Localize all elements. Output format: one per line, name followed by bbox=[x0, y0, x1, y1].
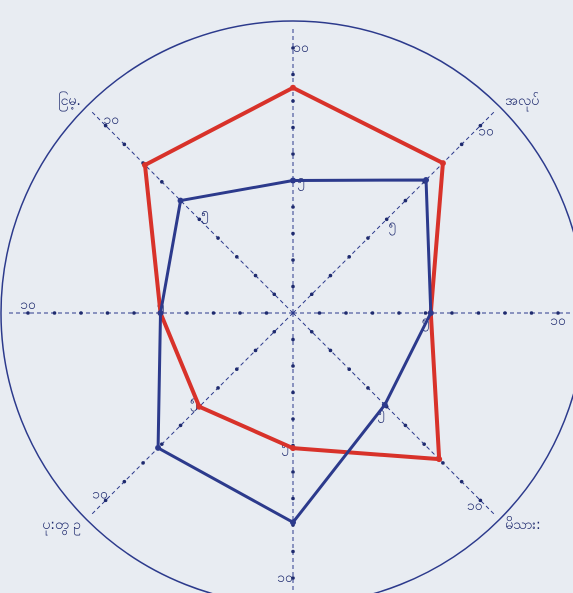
tick-dot bbox=[123, 480, 127, 484]
tick-label: ၁၀ bbox=[103, 112, 119, 128]
tick-dot bbox=[291, 417, 295, 421]
tick-dot bbox=[291, 550, 295, 554]
series-point bbox=[196, 404, 202, 410]
tick-dot bbox=[79, 311, 83, 315]
tick-dot bbox=[460, 143, 464, 147]
tick-dot bbox=[530, 311, 534, 315]
series-point bbox=[142, 162, 148, 168]
tick-label: ၁၀ bbox=[467, 498, 483, 514]
tick-dot bbox=[404, 424, 408, 428]
tick-dot bbox=[397, 311, 401, 315]
tick-dot bbox=[106, 311, 110, 315]
tick-dot bbox=[265, 311, 269, 315]
series-point bbox=[155, 445, 161, 451]
tick-dot bbox=[291, 152, 295, 156]
tick-dot bbox=[291, 338, 295, 342]
tick-dot bbox=[310, 330, 314, 334]
tick-dot bbox=[238, 311, 242, 315]
series-point bbox=[428, 310, 434, 316]
tick-dot bbox=[450, 311, 454, 315]
chart: ၅၁၀၅၁၀အလုပ်၅၁၀၅၁၀မိသား:၅၁၀၅၁၀ပု:တွ ဥ၅၁၀၅… bbox=[0, 0, 573, 593]
series-point bbox=[440, 160, 446, 166]
tick-dot bbox=[272, 330, 276, 334]
tick-label: ၅ bbox=[201, 206, 209, 224]
tick-dot bbox=[291, 126, 295, 130]
tick-dot bbox=[347, 255, 351, 259]
tick-dot bbox=[318, 311, 322, 315]
tick-dot bbox=[291, 497, 295, 501]
tick-dot bbox=[366, 386, 370, 390]
tick-dot bbox=[460, 480, 464, 484]
tick-dot bbox=[291, 205, 295, 209]
tick-dot bbox=[123, 143, 127, 147]
tick-dot bbox=[344, 311, 348, 315]
tick-dot bbox=[329, 274, 333, 278]
tick-dot bbox=[291, 232, 295, 236]
tick-dot bbox=[216, 386, 220, 390]
tick-dot bbox=[179, 424, 183, 428]
tick-label: ၁၀ bbox=[293, 40, 309, 56]
tick-dot bbox=[291, 73, 295, 77]
series-point bbox=[423, 177, 429, 183]
tick-dot bbox=[235, 255, 239, 259]
series-point bbox=[290, 445, 296, 451]
series-point bbox=[290, 85, 296, 91]
tick-dot bbox=[272, 292, 276, 296]
tick-label: ၁၀ bbox=[478, 123, 494, 139]
tick-dot bbox=[160, 180, 164, 184]
series-point bbox=[290, 519, 296, 525]
tick-dot bbox=[235, 367, 239, 371]
category-label: ငြမ့. bbox=[58, 92, 81, 111]
tick-dot bbox=[254, 274, 258, 278]
tick-dot bbox=[329, 349, 333, 353]
tick-dot bbox=[291, 391, 295, 395]
tick-dot bbox=[216, 236, 220, 240]
series-point bbox=[436, 456, 442, 462]
category-label: ပု:တွ ဥ bbox=[42, 517, 81, 535]
category-label: မိသား: bbox=[505, 517, 541, 533]
tick-label: ၁၀ bbox=[20, 297, 36, 313]
tick-dot bbox=[371, 311, 375, 315]
series-point bbox=[158, 310, 164, 316]
tick-dot bbox=[141, 461, 145, 465]
tick-dot bbox=[441, 461, 445, 465]
tick-dot bbox=[310, 292, 314, 296]
tick-dot bbox=[212, 311, 216, 315]
tick-label: ၅ bbox=[388, 217, 396, 235]
series-point bbox=[290, 178, 296, 184]
tick-dot bbox=[160, 442, 164, 446]
tick-dot bbox=[347, 367, 351, 371]
tick-dot bbox=[291, 364, 295, 368]
category-label: အလုပ် bbox=[505, 93, 539, 111]
tick-dot bbox=[132, 311, 136, 315]
tick-dot bbox=[366, 236, 370, 240]
tick-dot bbox=[185, 311, 189, 315]
tick-dot bbox=[291, 258, 295, 262]
tick-dot bbox=[254, 349, 258, 353]
tick-label: ၁၀ bbox=[92, 487, 108, 503]
tick-dot bbox=[404, 199, 408, 203]
tick-dot bbox=[53, 311, 57, 315]
tick-dot bbox=[503, 311, 507, 315]
tick-dot bbox=[291, 470, 295, 474]
tick-dot bbox=[291, 99, 295, 103]
tick-label: ၁၀ bbox=[277, 570, 293, 586]
tick-dot bbox=[477, 311, 481, 315]
series-point bbox=[178, 198, 184, 204]
tick-dot bbox=[291, 285, 295, 289]
series-point bbox=[382, 402, 388, 408]
tick-dot bbox=[422, 442, 426, 446]
tick-label: ၁၀ bbox=[550, 313, 566, 329]
